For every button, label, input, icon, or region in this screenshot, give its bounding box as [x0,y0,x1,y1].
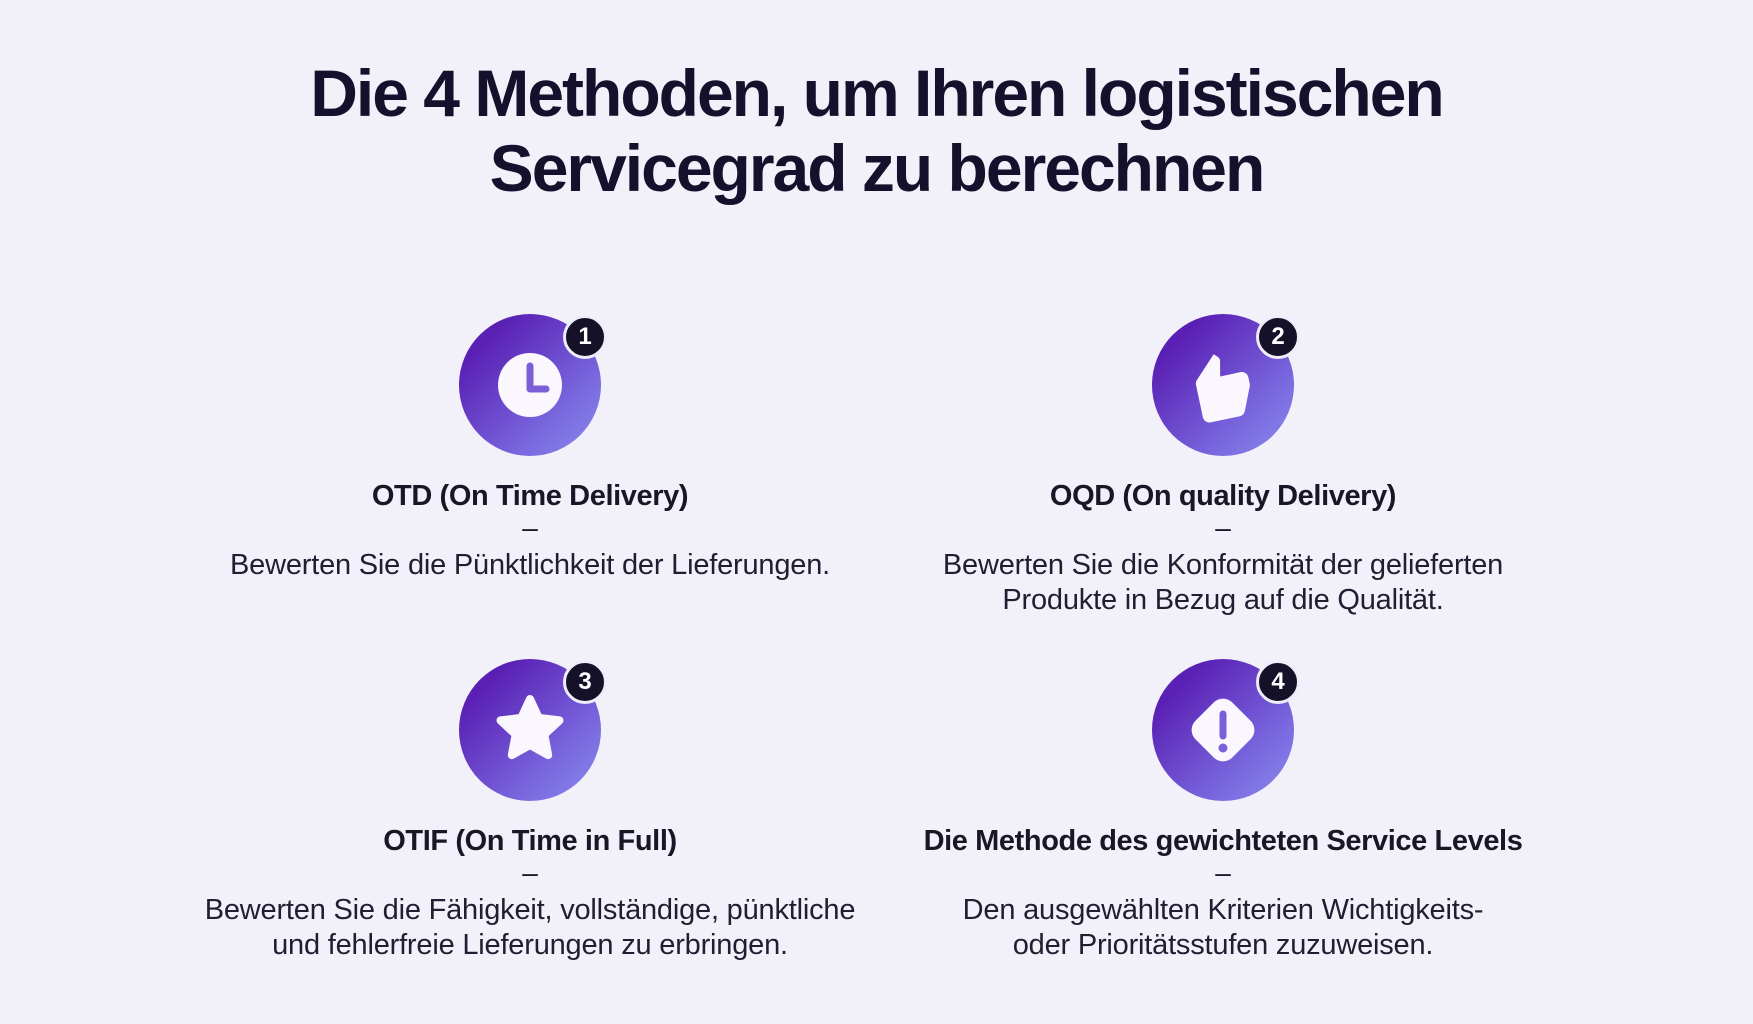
step-number-badge: 3 [563,660,607,704]
step-number-badge: 1 [563,315,607,359]
step-number-badge: 2 [1256,315,1300,359]
method-card-otif: 3 OTIF (On Time in Full) – Bewerten Sie … [184,659,877,963]
method-description: Bewerten Sie die Konformität der geliefe… [942,549,1504,616]
page-title: Die 4 Methoden, um Ihren logistischen Se… [310,56,1445,205]
methods-grid: 1 OTD (On Time Delivery) – Bewerten Sie … [0,314,1753,963]
step-number-badge: 4 [1256,660,1300,704]
method-icon-wrap: 2 [1152,314,1300,456]
method-card-oqd: 2 OQD (On quality Delivery) – Bewerten S… [877,314,1570,618]
separator-dash: – [522,512,538,543]
separator-dash: – [1215,512,1231,543]
method-description: Bewerten Sie die Fähigkeit, vollständige… [204,894,856,961]
method-icon-wrap: 4 [1152,659,1300,801]
method-icon-wrap: 1 [459,314,607,456]
method-title: Die Methode des gewichteten Service Leve… [923,825,1523,857]
separator-dash: – [522,857,538,888]
method-description: Den ausgewählten Kriterien Wichtigkeits-… [962,894,1484,961]
method-icon-wrap: 3 [459,659,607,801]
method-card-otd: 1 OTD (On Time Delivery) – Bewerten Sie … [184,314,877,618]
method-description: Bewerten Sie die Pünktlichkeit der Liefe… [230,549,830,581]
method-title: OQD (On quality Delivery) [1049,480,1397,512]
method-card-weighted-service-level: 4 Die Methode des gewichteten Service Le… [877,659,1570,963]
method-title: OTIF (On Time in Full) [383,825,677,857]
separator-dash: – [1215,857,1231,888]
warning-icon [1152,659,1294,801]
method-title: OTD (On Time Delivery) [371,480,689,512]
